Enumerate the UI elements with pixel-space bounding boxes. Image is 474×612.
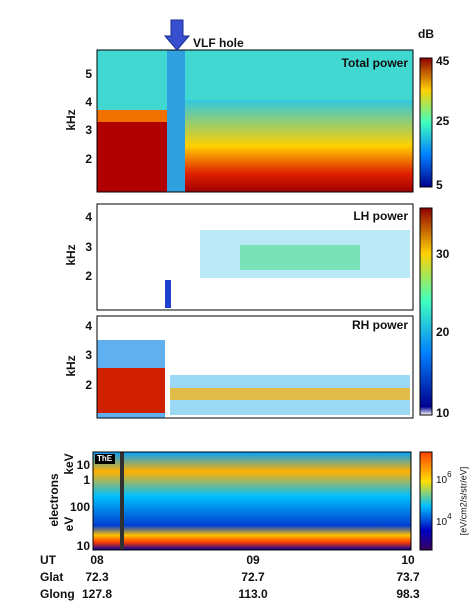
- colorbar-tick: 45: [436, 54, 450, 68]
- y-unit: keV: [62, 453, 76, 474]
- x-tick-label: 09: [246, 553, 260, 567]
- marker-label: VLF hole: [193, 36, 244, 50]
- y-tick-label: 5: [85, 67, 92, 81]
- y-tick-label: 4: [85, 95, 92, 109]
- colorbar-tick: 10: [436, 406, 450, 420]
- y-unit: eV: [62, 517, 76, 532]
- y-tick-label: 2: [85, 269, 92, 283]
- spectrogram-total: [96, 49, 414, 193]
- colorbar-unit: dB: [418, 27, 434, 41]
- x-tick-label: 10: [401, 553, 415, 567]
- x-tick-label: 73.7: [396, 570, 420, 584]
- spectrogram-lh: [96, 203, 414, 311]
- colorbar-tick: 30: [436, 247, 450, 261]
- colorbar-tick: 20: [436, 325, 450, 339]
- panel-tag: ThE: [97, 454, 113, 463]
- y-tick-label: 10: [77, 458, 91, 472]
- colorbar-tick: 104: [436, 512, 452, 528]
- y-label: electrons: [47, 473, 61, 527]
- y-label: kHz: [64, 109, 78, 130]
- y-tick-label: 100: [70, 500, 90, 514]
- y-tick-label: 2: [85, 378, 92, 392]
- colorbar-tick: 25: [436, 114, 450, 128]
- row-label: Glong: [40, 587, 75, 601]
- y-tick-label: 4: [85, 319, 92, 333]
- y-tick-label: 2: [85, 152, 92, 166]
- x-tick-label: 72.3: [85, 570, 109, 584]
- marker-arrow: [163, 19, 191, 51]
- spectrogram-rh: [96, 315, 414, 419]
- colorbar-unit: [eV/cm2/s/str/eV]: [458, 467, 468, 536]
- x-tick-label: 127.8: [82, 587, 112, 601]
- y-tick-label: 3: [85, 123, 92, 137]
- colorbar-tick: 5: [436, 178, 443, 192]
- spectrogram-electrons: [92, 451, 412, 551]
- panel-title: RH power: [352, 318, 408, 332]
- y-tick-label: 4: [85, 210, 92, 224]
- x-tick-label: 98.3: [396, 587, 420, 601]
- x-tick-label: 72.7: [241, 570, 265, 584]
- colorbar-tick: 106: [436, 470, 452, 486]
- y-tick-label: 3: [85, 348, 92, 362]
- row-label: UT: [40, 553, 57, 567]
- y-tick-label: 3: [85, 240, 92, 254]
- colorbar: [419, 57, 433, 188]
- panel-title: Total power: [342, 56, 409, 70]
- y-tick-label: 1: [83, 473, 90, 487]
- y-label: kHz: [64, 244, 78, 265]
- panel-title: LH power: [353, 209, 408, 223]
- y-label: kHz: [64, 355, 78, 376]
- colorbar: [419, 207, 433, 416]
- x-tick-label: 08: [90, 553, 104, 567]
- row-label: Glat: [40, 570, 63, 584]
- x-tick-label: 113.0: [238, 587, 268, 601]
- colorbar: [419, 451, 433, 551]
- y-tick-label: 10: [77, 539, 91, 553]
